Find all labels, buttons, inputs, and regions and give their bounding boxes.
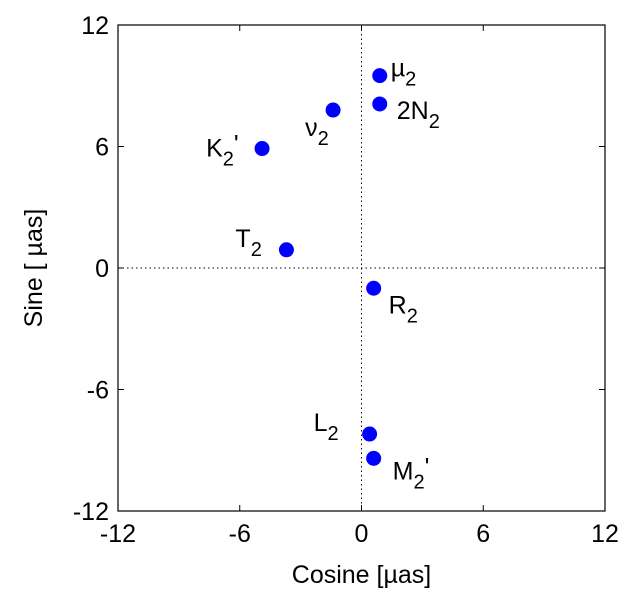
y-tick-label: 0 <box>95 255 109 283</box>
point-label: R2 <box>389 291 418 327</box>
point-labels: µ2 2N2 ν2 K2' T2 R2 L2 M2' <box>206 55 440 494</box>
x-axis-label: Cosine [µas] <box>292 561 431 589</box>
zero-lines <box>118 25 605 511</box>
point-label: T2 <box>235 225 261 261</box>
y-tick-label: 12 <box>81 12 109 40</box>
point-label: ν2 <box>305 114 329 150</box>
point-label: M2' <box>393 453 430 493</box>
data-point <box>366 280 382 296</box>
data-point <box>254 141 270 157</box>
data-points <box>254 68 388 466</box>
y-tick-label: -12 <box>73 498 109 526</box>
point-label: µ2 <box>391 55 417 91</box>
y-tick-label: 6 <box>95 134 109 162</box>
point-label: L2 <box>314 409 339 445</box>
x-tick-label: -6 <box>229 520 251 548</box>
data-point <box>366 450 382 466</box>
y-axis-label: Sine [ µas] <box>20 209 48 328</box>
x-tick-label: -12 <box>100 520 136 548</box>
point-label: 2N2 <box>397 97 440 133</box>
data-point <box>278 242 294 258</box>
x-tick-label: 0 <box>355 520 369 548</box>
data-point <box>372 96 388 112</box>
axis-ticks: -12 -6 0 6 12 -12 -6 0 6 12 <box>73 12 619 548</box>
data-point <box>372 68 388 84</box>
x-tick-label: 12 <box>591 520 619 548</box>
point-label: K2' <box>206 131 239 171</box>
data-point <box>325 102 341 118</box>
y-tick-label: -6 <box>87 377 109 405</box>
x-tick-label: 6 <box>476 520 490 548</box>
data-point <box>362 426 378 442</box>
